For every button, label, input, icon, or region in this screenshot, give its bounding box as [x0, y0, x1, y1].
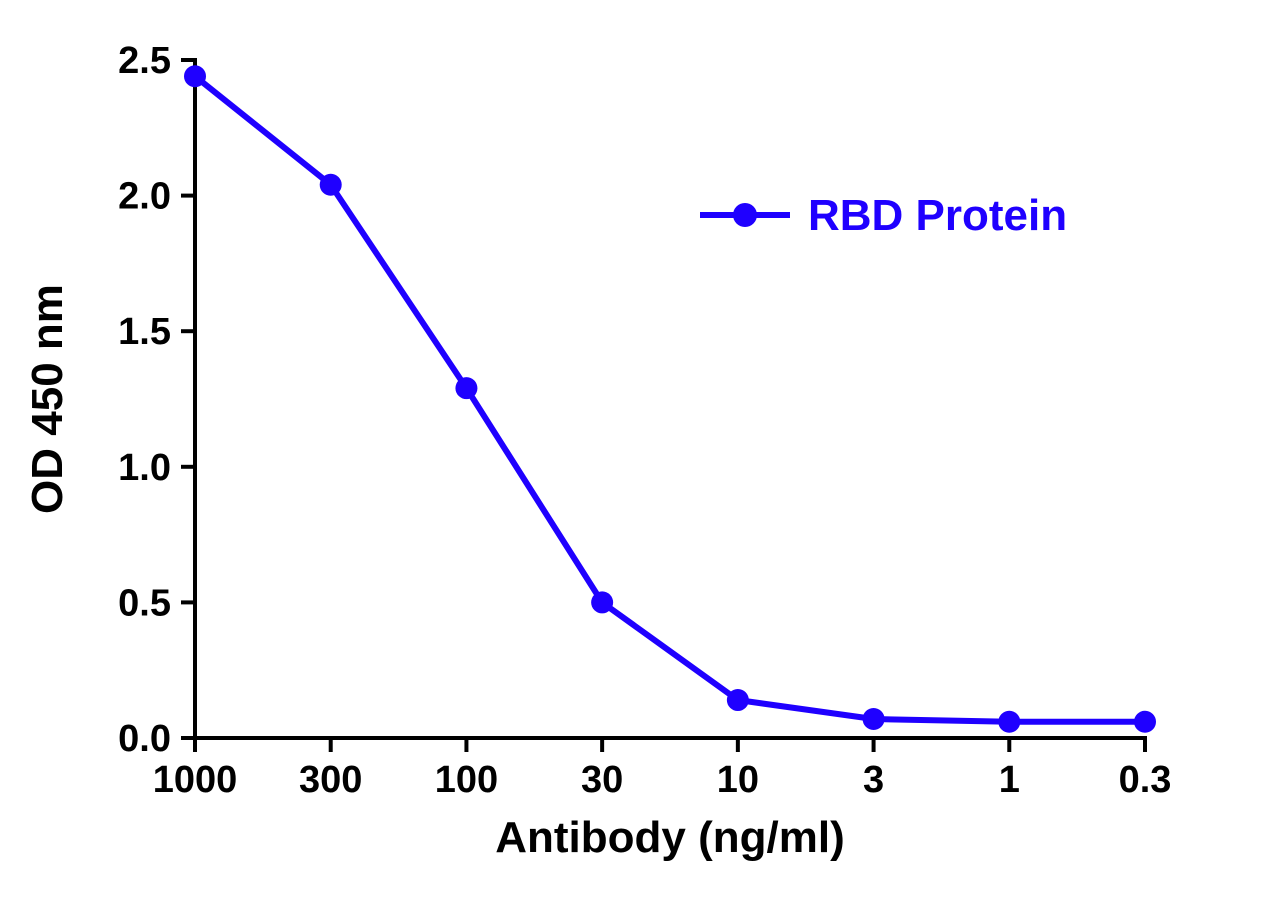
legend-label: RBD Protein	[808, 191, 1067, 240]
legend-marker	[733, 203, 757, 227]
x-tick-label: 0.3	[1119, 759, 1172, 801]
y-tick-label: 0.0	[118, 718, 171, 760]
data-point	[863, 708, 885, 730]
x-tick-label: 10	[717, 759, 759, 801]
x-tick-label: 1	[999, 759, 1020, 801]
data-point	[184, 65, 206, 87]
x-tick-label: 1000	[153, 759, 238, 801]
data-point	[320, 174, 342, 196]
data-point	[1134, 711, 1156, 733]
y-tick-label: 1.5	[118, 311, 171, 353]
y-tick-label: 2.0	[118, 176, 171, 218]
y-tick-label: 0.5	[118, 582, 171, 624]
data-point	[455, 377, 477, 399]
x-axis-title: Antibody (ng/ml)	[495, 813, 845, 862]
data-point	[998, 711, 1020, 733]
y-axis-title: OD 450 nm	[23, 284, 72, 514]
chart-container: 0.0 0.5 1.0 1.5 2.0 2.5 1000 300 100 30 10 3 1 0.3 OD …	[0, 0, 1280, 899]
y-tick-label: 2.5	[118, 40, 171, 82]
y-tick-label: 1.0	[118, 447, 171, 489]
data-point	[591, 591, 613, 613]
data-point	[727, 689, 749, 711]
x-tick-label: 3	[863, 759, 884, 801]
x-tick-label: 300	[299, 759, 362, 801]
x-tick-label: 30	[581, 759, 623, 801]
line-chart: 0.0 0.5 1.0 1.5 2.0 2.5 1000 300 100 30 10 3 1 0.3 OD …	[0, 0, 1280, 899]
x-tick-label: 100	[435, 759, 498, 801]
